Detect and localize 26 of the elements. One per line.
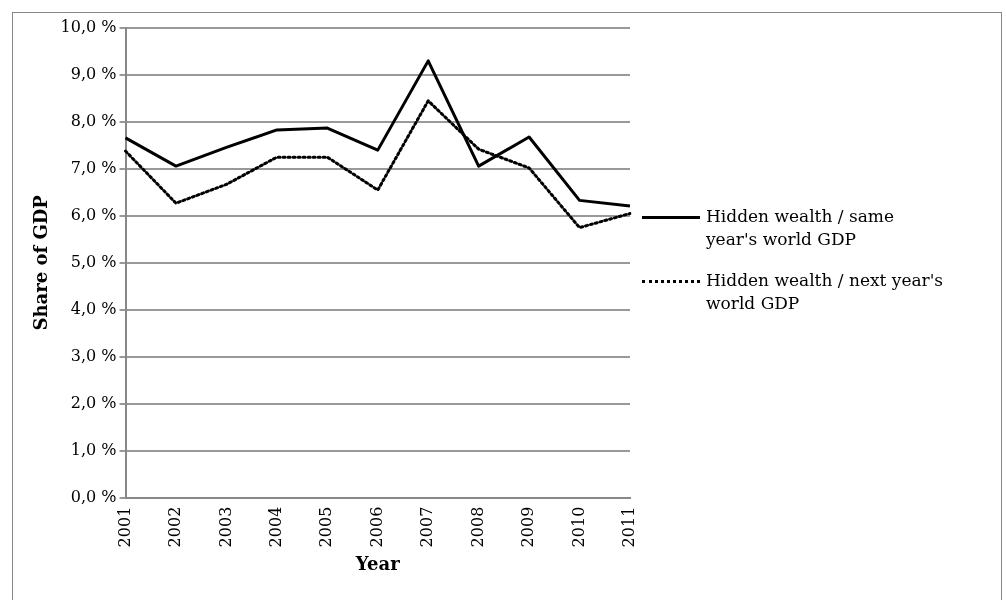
x-tick-label: 2004 — [266, 506, 286, 548]
y-tick-label: 1,0 % — [70, 439, 117, 459]
y-tick-label: 7,0 % — [70, 158, 117, 178]
y-tick-label: 10,0 % — [60, 17, 117, 37]
y-tick-label: 8,0 % — [70, 111, 117, 131]
legend-label: Hidden wealth / same year's world GDP — [706, 205, 895, 251]
x-tick-label: 2009 — [518, 506, 538, 548]
x-tick-label: 2008 — [467, 506, 487, 548]
legend-label: Hidden wealth / next year's world GDP — [706, 269, 945, 315]
y-tick-label: 4,0 % — [70, 298, 117, 318]
x-axis-title: Year — [354, 552, 401, 574]
y-tick-label: 5,0 % — [70, 252, 117, 271]
y-tick-label: 3,0 % — [70, 345, 117, 365]
x-tick-label: 2010 — [568, 506, 588, 548]
y-tick-label: 2,0 % — [70, 392, 117, 412]
x-tick-label: 2006 — [366, 506, 386, 548]
y-axis-title: Share of GDP — [30, 194, 52, 331]
y-tick-label: 9,0 % — [70, 64, 117, 84]
x-tick-label: 2001 — [114, 506, 134, 548]
y-tick-label: 6,0 % — [70, 205, 117, 225]
x-tick-label: 2007 — [417, 506, 437, 548]
x-tick-label: 2005 — [316, 506, 336, 548]
y-tick-label: 0,0 % — [70, 486, 117, 506]
x-tick-label: 2011 — [619, 506, 639, 548]
x-tick-label: 2003 — [215, 506, 235, 548]
x-tick-label: 2002 — [165, 506, 185, 548]
